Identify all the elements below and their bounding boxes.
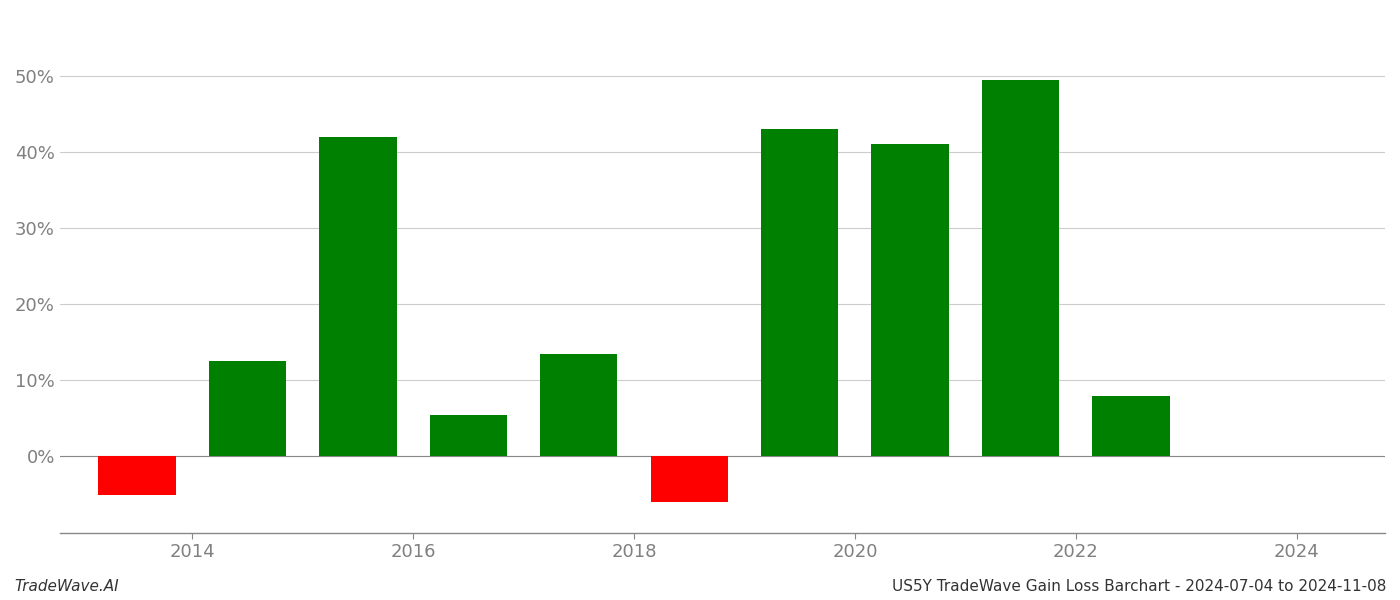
Bar — [651, 457, 728, 502]
Bar — [319, 137, 396, 457]
Text: US5Y TradeWave Gain Loss Barchart - 2024-07-04 to 2024-11-08: US5Y TradeWave Gain Loss Barchart - 2024… — [892, 579, 1386, 594]
Bar — [981, 80, 1060, 457]
Bar — [98, 457, 175, 494]
Bar — [209, 361, 286, 457]
Bar — [540, 354, 617, 457]
Bar — [1092, 395, 1169, 457]
Text: TradeWave.AI: TradeWave.AI — [14, 579, 119, 594]
Bar — [871, 145, 949, 457]
Bar — [762, 129, 839, 457]
Bar — [430, 415, 507, 457]
